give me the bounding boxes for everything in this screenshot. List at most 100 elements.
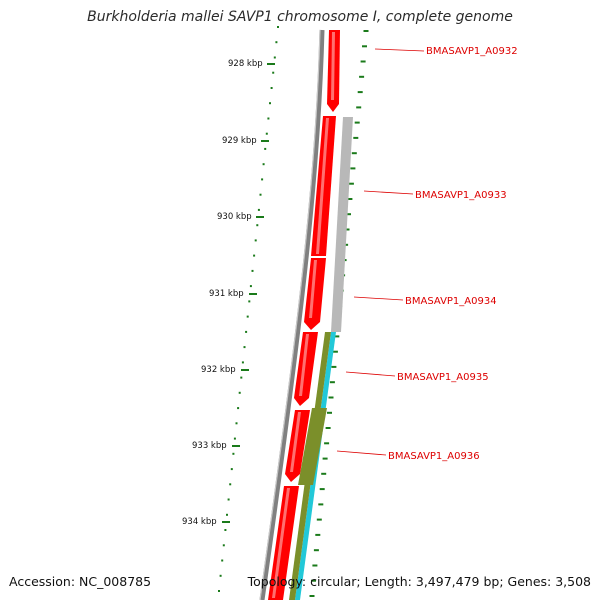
backbone-ring (259, 29, 325, 600)
gc-track-olive-wide (298, 408, 327, 485)
scale-dot-line (218, 26, 279, 592)
gene-leader-line (363, 190, 414, 195)
kbp-label: 928 kbp (228, 59, 263, 69)
scale-dot (328, 396, 334, 399)
gc-track-gray (331, 117, 353, 332)
scale-dot (334, 335, 340, 338)
scale-dot (324, 442, 330, 445)
scale-dot (363, 30, 369, 32)
kbp-label: 929 kbp (222, 136, 257, 146)
scale-dot (230, 468, 233, 471)
kbp-label: 931 kbp (209, 289, 244, 299)
scale-dot (311, 579, 316, 582)
scale-dot (218, 590, 220, 592)
scale-dot (331, 365, 337, 368)
backbone-ring-highlight (259, 29, 321, 600)
scale-dot (233, 437, 236, 440)
scale-ticks: 928 kbp 929 kbp 930 kbp 931 kbp 932 kbp … (182, 59, 275, 527)
scale-dot (321, 472, 327, 475)
scale-dot (235, 422, 238, 425)
gene-labels: BMASAVP1_A0932 BMASAVP1_A0933 BMASAVP1_A… (336, 46, 518, 462)
scale-dot (222, 544, 225, 547)
scale-dot (356, 106, 362, 109)
scale-dot (275, 41, 278, 44)
scale-dot (318, 503, 324, 506)
gene-highlight (299, 334, 309, 396)
gene-highlight (290, 412, 301, 472)
gene-highlight (272, 488, 290, 598)
gene-arrow-a0934 (304, 258, 326, 330)
scale-dot (309, 595, 315, 597)
scale-dot (259, 193, 262, 196)
scale-dot (256, 224, 259, 227)
scale-dot (237, 407, 240, 410)
scale-dot (240, 376, 243, 379)
scale-dot (270, 87, 273, 89)
scale-dot (243, 346, 246, 349)
scale-dot (348, 182, 354, 185)
gene-leader-line (345, 371, 396, 377)
scale-dot (272, 71, 275, 74)
scale-dot (219, 574, 222, 577)
scale-dot (277, 26, 279, 28)
gene-label-a0934: BMASAVP1_A0934 (405, 296, 497, 307)
scale-dot (245, 330, 248, 333)
gene-highlight (316, 118, 329, 254)
scale-dot (269, 102, 271, 105)
scale-dot (238, 391, 241, 394)
scale-dot (267, 117, 270, 120)
scale-dot (248, 300, 251, 303)
scale-dot (254, 239, 257, 242)
kbp-label: 930 kbp (217, 212, 252, 222)
gene-leader-line (374, 48, 425, 52)
scale-dot (315, 533, 321, 536)
scale-dot (344, 228, 350, 231)
gene-label-a0932: BMASAVP1_A0932 (426, 46, 518, 57)
scale-dot (264, 147, 267, 150)
gene-highlight (331, 32, 335, 100)
map-title: Burkholderia mallei SAVP1 chromosome I, … (87, 9, 513, 25)
scale-dot (313, 549, 319, 552)
scale-dot (351, 152, 357, 155)
inner-dot-line (309, 30, 369, 597)
scale-dot (357, 91, 363, 94)
scale-dot (325, 427, 331, 429)
scale-dot (327, 411, 332, 414)
scale-dot (221, 559, 224, 562)
scale-dot (226, 513, 228, 516)
scale-dot (257, 208, 260, 211)
scale-dot (332, 350, 338, 353)
scale-dot (251, 269, 254, 272)
kbp-label: 932 kbp (201, 365, 236, 375)
scale-dot (362, 45, 367, 48)
gene-leader-line (336, 450, 387, 456)
scale-dot (224, 529, 227, 531)
scale-dot (249, 285, 252, 288)
scale-dot (329, 381, 335, 384)
accession-text: Accession: NC_008785 (9, 574, 152, 589)
scale-dot (229, 483, 232, 486)
genome-summary-text: Topology: circular; Length: 3,497,479 bp… (247, 574, 591, 589)
scale-dot (232, 452, 235, 455)
scale-dot (350, 167, 356, 170)
scale-dot (322, 457, 328, 460)
scale-dot (246, 315, 249, 318)
scale-dot (273, 56, 276, 59)
scale-dot (227, 498, 230, 501)
gene-label-a0933: BMASAVP1_A0933 (415, 190, 507, 201)
scale-dot (253, 254, 256, 257)
gene-leader-line (353, 296, 404, 301)
scale-dot (261, 178, 264, 181)
kbp-label: 933 kbp (192, 441, 227, 451)
gene-label-a0936: BMASAVP1_A0936 (388, 451, 480, 462)
scale-dot (262, 163, 265, 166)
kbp-label: 934 kbp (182, 517, 217, 527)
scale-dot (319, 488, 325, 491)
scale-dot (346, 213, 351, 216)
scale-dot (312, 564, 318, 567)
scale-dot (316, 518, 322, 521)
scale-dot (241, 361, 244, 364)
cds-track (268, 30, 340, 600)
